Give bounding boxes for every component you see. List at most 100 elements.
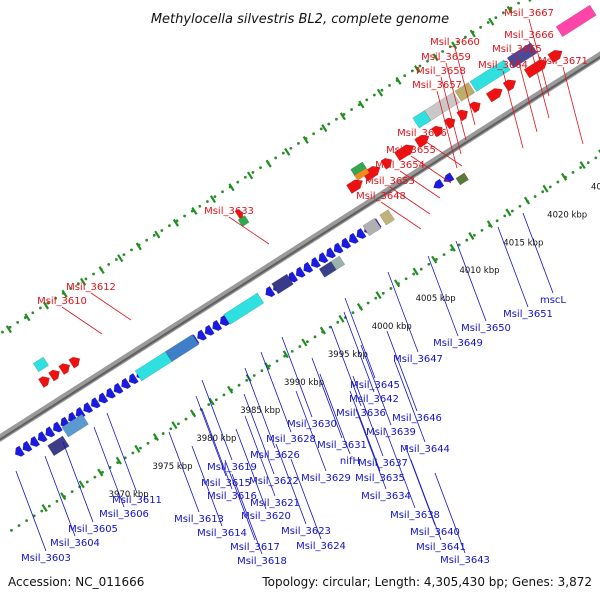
- tick-dot: [31, 311, 35, 315]
- scale-label: 3985 kbp: [240, 406, 280, 416]
- leader-line-forward: [454, 47, 476, 126]
- label-leaders: [15, 18, 584, 555]
- tick-mark: [506, 5, 513, 14]
- tick-dot: [122, 253, 126, 257]
- leader-line-forward: [421, 138, 463, 167]
- tick-mark: [302, 135, 309, 144]
- tick-mark: [528, 0, 532, 3]
- tick-mark: [171, 421, 178, 430]
- tick-mark: [115, 456, 122, 465]
- forward-gene-arrow: [414, 134, 430, 149]
- gene-label-reverse: Msil_3606: [99, 509, 149, 520]
- tick-dot: [312, 132, 316, 136]
- tick-mark: [284, 147, 291, 156]
- tick-dot: [236, 180, 240, 184]
- forward-gene-arrow: [547, 49, 563, 64]
- rna-block: [223, 292, 265, 325]
- tick-dot: [306, 340, 309, 344]
- tick-mark: [375, 291, 382, 300]
- tick-dot: [380, 88, 384, 92]
- reverse-gene-arrow: [433, 178, 445, 189]
- gene-features: [14, 4, 597, 457]
- tick-dot: [289, 146, 293, 150]
- tick-mark: [523, 196, 531, 205]
- tick-dot: [472, 233, 476, 237]
- tick-dot: [426, 59, 429, 63]
- tick-mark: [5, 325, 12, 334]
- tick-dot: [275, 359, 279, 363]
- tick-dot: [281, 151, 285, 155]
- tick-dot: [214, 398, 218, 402]
- tick-mark: [432, 53, 439, 62]
- tick-mark: [61, 289, 68, 298]
- tick-dot: [92, 272, 95, 276]
- tick-mark: [451, 41, 458, 50]
- leader-line-reverse: [427, 255, 459, 337]
- tick-mark: [579, 161, 586, 170]
- tick-dot: [93, 475, 97, 479]
- gene-label-forward: Msil_3660: [430, 37, 480, 48]
- tick-dot: [114, 258, 118, 261]
- tick-dot: [381, 291, 385, 295]
- leader-line-reverse: [352, 375, 384, 457]
- leader-line-reverse: [106, 412, 138, 494]
- leader-line-reverse: [244, 367, 276, 449]
- forward-gene-arrow: [393, 144, 415, 162]
- tick-dot: [419, 267, 423, 271]
- reverse-gene-arrow: [83, 402, 94, 414]
- leader-line-reverse: [62, 441, 94, 523]
- leader-line-forward: [380, 201, 422, 230]
- tick-dot: [412, 272, 416, 276]
- tick-mark: [191, 206, 198, 215]
- tick-dot: [1, 330, 4, 334]
- tick-dot: [464, 35, 467, 39]
- gene-label-reverse: Msil_3624: [296, 541, 346, 552]
- tick-mark: [135, 242, 142, 251]
- tick-dot: [374, 296, 378, 300]
- tick-dot: [169, 427, 173, 431]
- tick-dot: [131, 451, 135, 455]
- tick-dot: [442, 253, 446, 256]
- backbone-line: [0, 51, 600, 443]
- leader-line-reverse: [295, 390, 327, 472]
- scale-label: 4000 kbp: [372, 322, 412, 332]
- tick-dot: [69, 287, 73, 290]
- scale-label: 4005 kbp: [416, 294, 456, 304]
- reverse-gene-arrow: [341, 237, 352, 249]
- gene-block: [362, 217, 382, 237]
- tick-mark: [338, 314, 345, 323]
- leader-line-forward: [516, 54, 538, 133]
- tick-dot: [130, 248, 133, 252]
- tick-dot: [176, 422, 180, 426]
- scale-labels: 3970 kbp 3975 kbp 3980 kbp 3985 kbp 3990 kbp…: [109, 182, 600, 499]
- tick-mark: [356, 303, 364, 311]
- tick-dot: [494, 16, 498, 20]
- tick-mark: [209, 195, 217, 204]
- gene-label-reverse: Msil_3644: [400, 444, 450, 455]
- gene-block: [271, 273, 294, 295]
- tick-mark: [172, 218, 179, 227]
- leader-line-reverse: [275, 443, 307, 525]
- gene-label-reverse: Msil_3650: [461, 323, 511, 334]
- tick-dot: [448, 45, 452, 49]
- leader-line-reverse: [360, 344, 392, 426]
- tick-mark: [395, 76, 402, 85]
- tick-dot: [16, 321, 20, 324]
- rna-block: [134, 351, 173, 382]
- tick-dot: [260, 369, 264, 373]
- reverse-gene-arrow: [356, 227, 367, 240]
- leader-line-reverse: [344, 297, 376, 379]
- tick-dot: [251, 171, 255, 174]
- tick-dot: [579, 166, 583, 169]
- tick-dot: [85, 480, 89, 484]
- tick-dot: [495, 219, 499, 223]
- forward-gene-arrow: [38, 376, 50, 388]
- tick-rows: [1, 0, 600, 532]
- tick-dot: [366, 301, 370, 305]
- tick-dot: [55, 499, 59, 503]
- leader-line-forward: [440, 76, 462, 155]
- gene-block: [424, 91, 460, 121]
- tick-mark: [42, 301, 50, 310]
- tick-dot: [76, 282, 80, 286]
- tick-dot: [518, 204, 522, 208]
